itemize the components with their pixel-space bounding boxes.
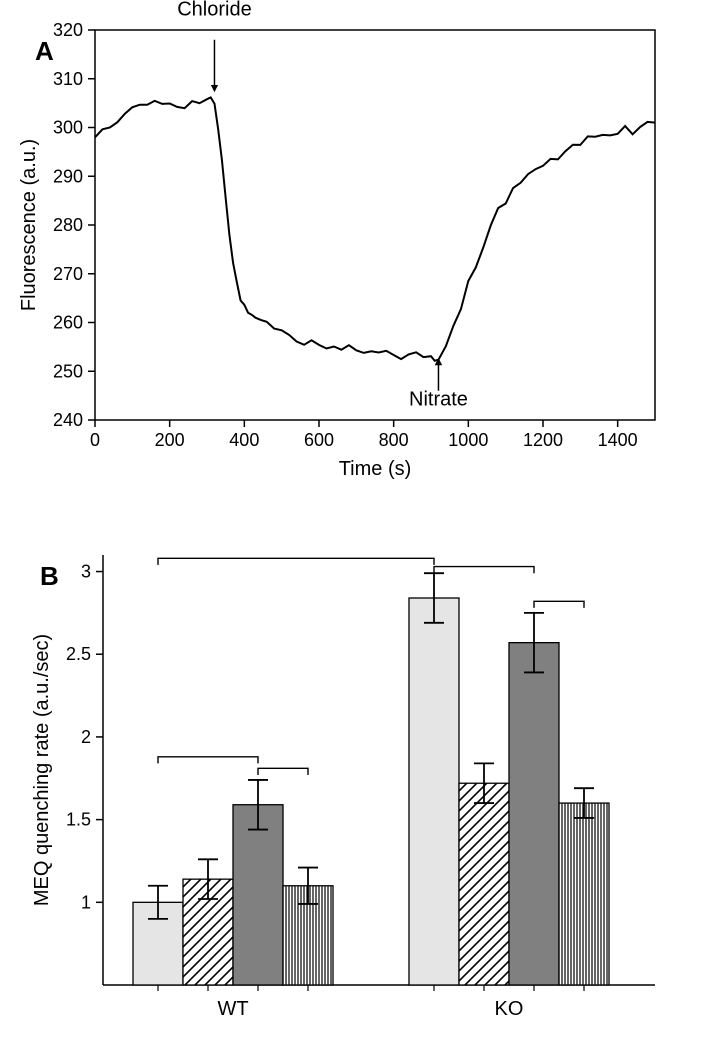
panel-a-ylabel: Fluorescence (a.u.)	[18, 139, 40, 311]
bar	[233, 805, 283, 985]
panel-b-ytick: 1.5	[66, 810, 91, 830]
panel-a-xtick: 600	[304, 430, 334, 450]
panel-a-ytick: 270	[53, 264, 83, 284]
panel-b-label: B	[40, 561, 59, 591]
panel-a-ytick: 280	[53, 215, 83, 235]
group-label: KO	[495, 998, 524, 1020]
figure-container: A 240 250 260 270 280 290 300 310 320 0 200 400 600 80…	[0, 0, 709, 1040]
bar	[409, 598, 459, 985]
panel-b-ytick: 1	[81, 892, 91, 912]
panel-a-xlabel: Time (s)	[339, 458, 412, 480]
panel-a-xtick: 200	[155, 430, 185, 450]
panel-a-ytick: 310	[53, 69, 83, 89]
panel-a-annotation: Nitrate	[409, 388, 468, 410]
panel-a-xtick: 0	[90, 430, 100, 450]
bar	[459, 783, 509, 985]
panel-a-xtick: 400	[229, 430, 259, 450]
panel-a-xtick: 1200	[523, 430, 563, 450]
panel-a-xtick: 1000	[448, 430, 488, 450]
panel-b-ytick: 3	[81, 562, 91, 582]
panel-a-xtick: 1400	[598, 430, 638, 450]
group-label: WT	[217, 998, 248, 1020]
panel-a-ytick: 250	[53, 361, 83, 381]
bar	[509, 643, 559, 985]
figure-svg: A 240 250 260 270 280 290 300 310 320 0 200 400 600 80…	[0, 0, 709, 1040]
panel-a-ytick: 320	[53, 20, 83, 40]
panel-a-xtick: 800	[379, 430, 409, 450]
panel-a-ytick: 240	[53, 410, 83, 430]
bar	[559, 803, 609, 985]
panel-a-label: A	[35, 36, 54, 66]
panel-a-ytick: 290	[53, 166, 83, 186]
panel-b-ytick: 2.5	[66, 644, 91, 664]
panel-a-ytick: 260	[53, 313, 83, 333]
panel-a-ytick: 300	[53, 118, 83, 138]
panel-b-ytick: 2	[81, 727, 91, 747]
panel-b-ylabel: MEQ quenching rate (a.u./sec)	[31, 634, 53, 906]
panel-a-annotation: Chloride	[177, 0, 251, 20]
